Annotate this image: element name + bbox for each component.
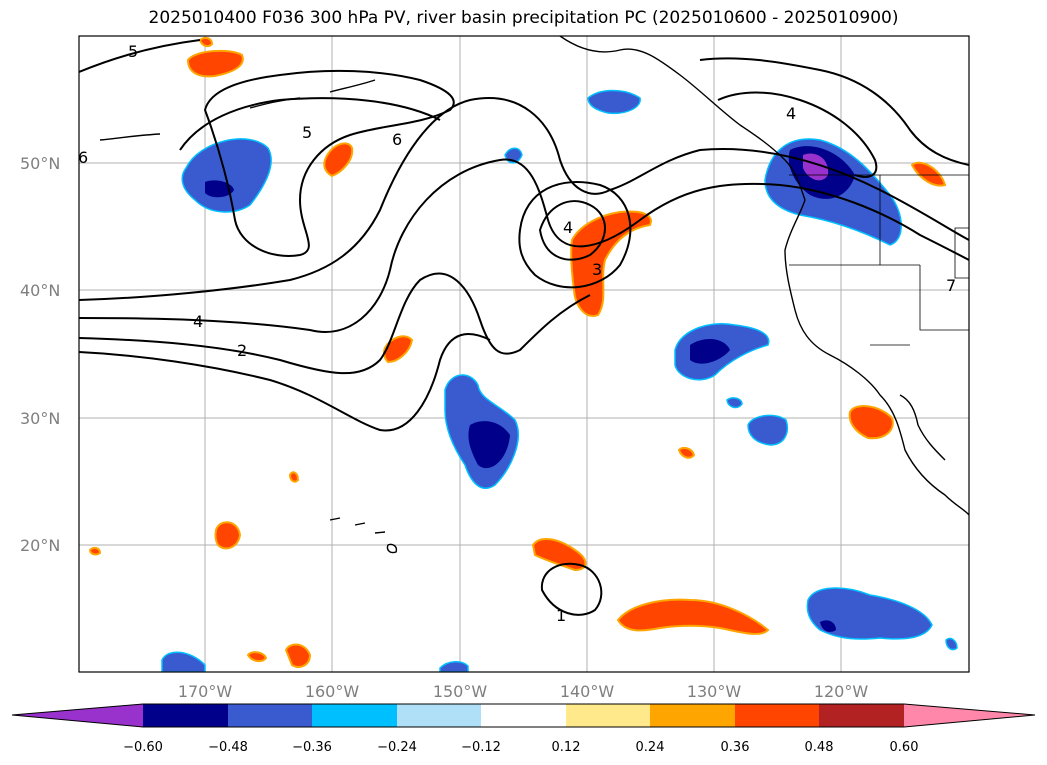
neg-core-region: [690, 338, 730, 364]
contour-label: 7: [946, 276, 956, 295]
lat-label: 40°N: [20, 281, 60, 300]
neg-anomaly-region: [587, 89, 641, 115]
contour-label: 5: [302, 123, 312, 142]
pv-contours: [79, 39, 969, 616]
pv-contour-line: [518, 181, 632, 289]
lat-label: 30°N: [20, 409, 60, 428]
pv-contour-line: [79, 97, 969, 301]
colorbar-tick-label: −0.12: [461, 740, 501, 755]
lon-label: 140°W: [560, 682, 615, 701]
hawaii-islands: [329, 517, 398, 554]
colorbar-tick-label: −0.48: [208, 740, 248, 755]
contour-label: 2: [237, 341, 247, 360]
north-america-coast: [784, 199, 969, 516]
contour-label: 4: [563, 218, 573, 237]
contour-label: 3: [592, 260, 602, 279]
contour-label: 1: [556, 606, 566, 625]
lon-labels: 170°W 160°W 150°W 140°W 130°W 120°W: [178, 682, 869, 701]
colorbar-segment: [650, 704, 735, 727]
lon-label: 160°W: [305, 682, 360, 701]
pv-contour-line: [79, 272, 591, 375]
neg-core-region: [205, 180, 234, 198]
lon-label: 120°W: [814, 682, 869, 701]
pv-contour-line: [79, 158, 969, 333]
neg-anomaly-region: [161, 651, 206, 672]
lon-label: 130°W: [687, 682, 742, 701]
colorbar-tick-label: −0.24: [377, 740, 417, 755]
colorbar-ticks: −0.60 −0.48 −0.36 −0.24 −0.12 0.12 0.24 …: [123, 740, 918, 755]
pv-contour-line: [538, 200, 606, 261]
neg-anomaly-region: [945, 637, 958, 651]
alaska-coast: [559, 36, 806, 201]
colorbar-segment: [143, 704, 228, 727]
pos-anomaly-region: [214, 521, 242, 550]
contour-label: 6: [392, 130, 402, 149]
colorbar-segment: [312, 704, 397, 727]
neg-anomaly-region: [439, 661, 469, 672]
neg-core-region: [820, 620, 836, 632]
colorbar-tick-label: 0.36: [721, 740, 750, 755]
pos-anomaly-region: [88, 546, 102, 556]
baja-coast: [899, 394, 946, 461]
neg-extreme-region: [803, 153, 829, 181]
neg-anomaly-region: [747, 414, 789, 446]
colorbar-tick-label: 0.60: [890, 740, 919, 755]
contour-label: 6: [78, 148, 88, 167]
colorbar-segment: [566, 704, 650, 727]
neg-anomaly-region: [806, 587, 933, 640]
pos-anomaly-region: [288, 471, 300, 483]
pv-contour-line: [540, 562, 603, 616]
pos-anomaly-region: [186, 49, 244, 78]
pos-anomaly-region: [246, 651, 268, 663]
pv-contour-line: [79, 333, 491, 432]
colorbar-tick-label: −0.36: [292, 740, 332, 755]
colorbar-segment: [819, 704, 904, 727]
colorbar-tick-label: 0.12: [552, 740, 581, 755]
colorbar-extend-left: [12, 704, 143, 727]
neg-core-region: [468, 421, 510, 469]
colorbar-segment: [397, 704, 481, 727]
neg-anomaly-region: [726, 397, 743, 409]
pos-anomaly-region: [531, 538, 587, 572]
pv-contour-line: [699, 57, 969, 166]
pv-contour-line: [79, 39, 201, 73]
colorbar-segment: [481, 704, 566, 727]
lat-labels: 50°N 40°N 30°N 20°N: [20, 154, 60, 555]
colorbar-tick-label: −0.60: [123, 740, 163, 755]
pos-anomaly-region: [323, 142, 354, 178]
neg-anomaly-region: [181, 138, 272, 213]
lat-label: 20°N: [20, 536, 60, 555]
contour-labels: 5 5 6 4 2 4 1 4 3 6 7: [78, 42, 956, 625]
pv-contour-line: [717, 91, 878, 178]
contour-label: 4: [786, 104, 796, 123]
lon-label: 150°W: [433, 682, 488, 701]
contour-label: 5: [128, 42, 138, 61]
map-border: [78, 35, 970, 673]
colorbar-segment: [735, 704, 819, 727]
pos-anomaly-region: [198, 36, 214, 48]
colorbar-extend-right: [904, 704, 1035, 727]
colorbar-segment: [228, 704, 312, 727]
colorbar-tick-label: 0.24: [636, 740, 665, 755]
lat-label: 50°N: [20, 154, 60, 173]
colorbar: [11, 703, 1036, 728]
pos-anomaly-region: [848, 405, 894, 440]
pos-anomaly-region: [284, 643, 312, 668]
pv-contour-line: [203, 69, 455, 257]
plot-title: 2025010400 F036 300 hPa PV, river basin …: [148, 8, 899, 28]
pv-contour-line: [179, 97, 441, 151]
pos-anomaly-region: [910, 161, 947, 187]
contour-label: 4: [193, 312, 203, 331]
colorbar-tick-label: 0.48: [805, 740, 834, 755]
lon-label: 170°W: [178, 682, 233, 701]
pos-anomaly-region: [570, 210, 652, 317]
colorbar-outline: [11, 703, 1036, 728]
pos-anomaly-region: [677, 446, 696, 459]
state-borders: [789, 174, 969, 346]
pos-anomaly-region: [616, 598, 770, 635]
